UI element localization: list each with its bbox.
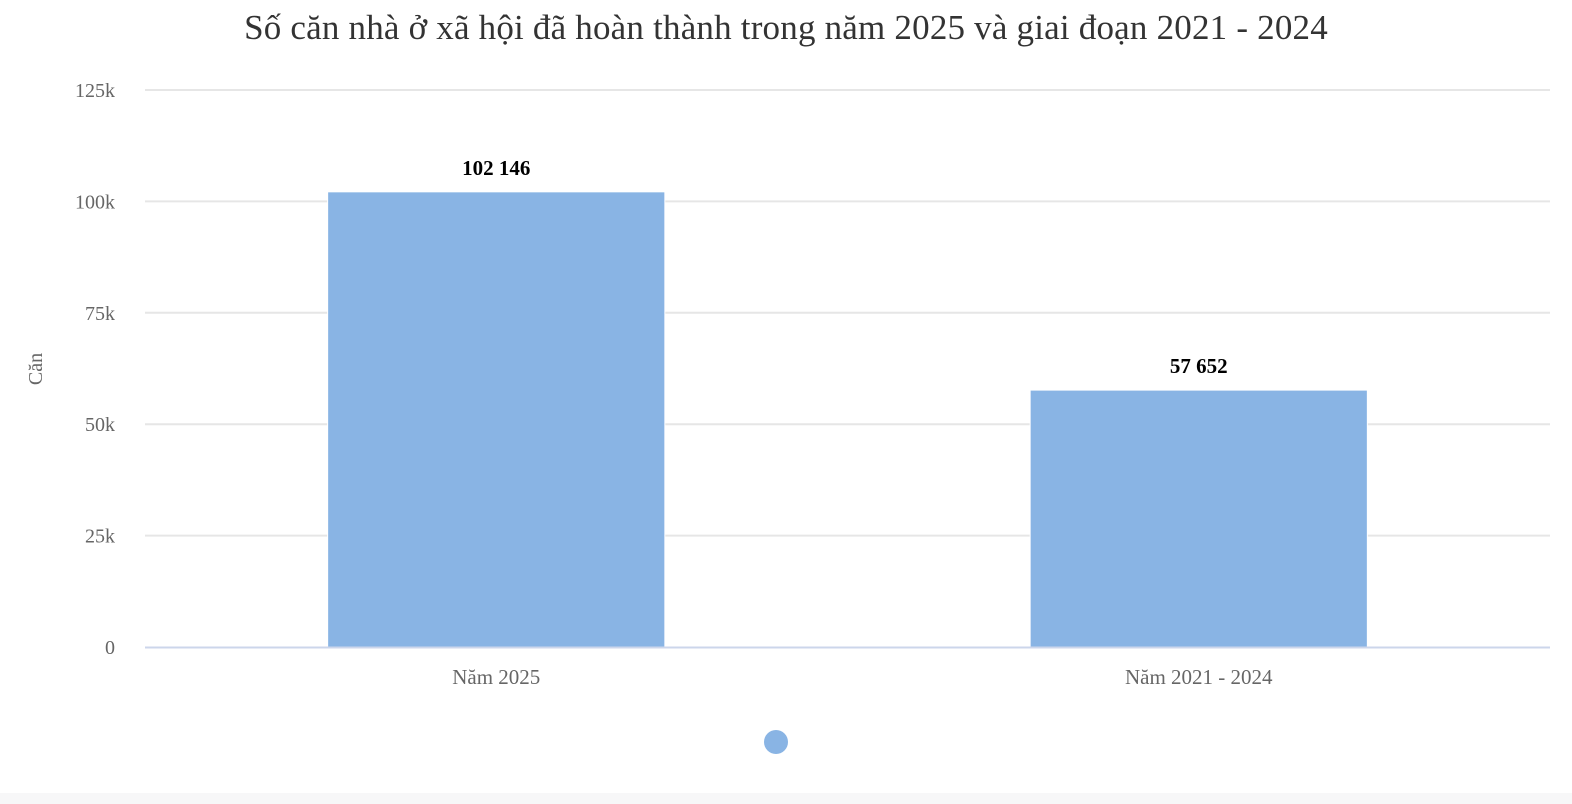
legend-item-marker[interactable] [764, 730, 788, 754]
bar[interactable] [1029, 389, 1368, 648]
y-axis-ticks: 0 25k 50k 75k 100k 125k [75, 80, 115, 659]
y-tick-label: 75k [85, 303, 115, 325]
x-tick-label: Năm 2021 - 2024 [1125, 665, 1273, 689]
y-axis-label: Căn [25, 353, 47, 385]
footer-strip [0, 793, 1572, 804]
y-tick-label: 100k [75, 191, 115, 213]
y-tick-label: 25k [85, 526, 115, 548]
data-label: 102 146 [462, 156, 530, 180]
x-axis-ticks: Năm 2025 Năm 2021 - 2024 [452, 665, 1273, 689]
bars [327, 191, 1368, 648]
y-tick-label: 125k [75, 80, 115, 102]
data-label: 57 652 [1170, 354, 1228, 378]
y-tick-label: 50k [85, 414, 115, 436]
bar[interactable] [327, 191, 666, 648]
data-labels: 102 146 57 652 [462, 156, 1228, 378]
y-tick-label: 0 [105, 637, 115, 659]
chart-title: Số căn nhà ở xã hội đã hoàn thành trong … [244, 8, 1328, 47]
x-tick-label: Năm 2025 [452, 665, 540, 689]
